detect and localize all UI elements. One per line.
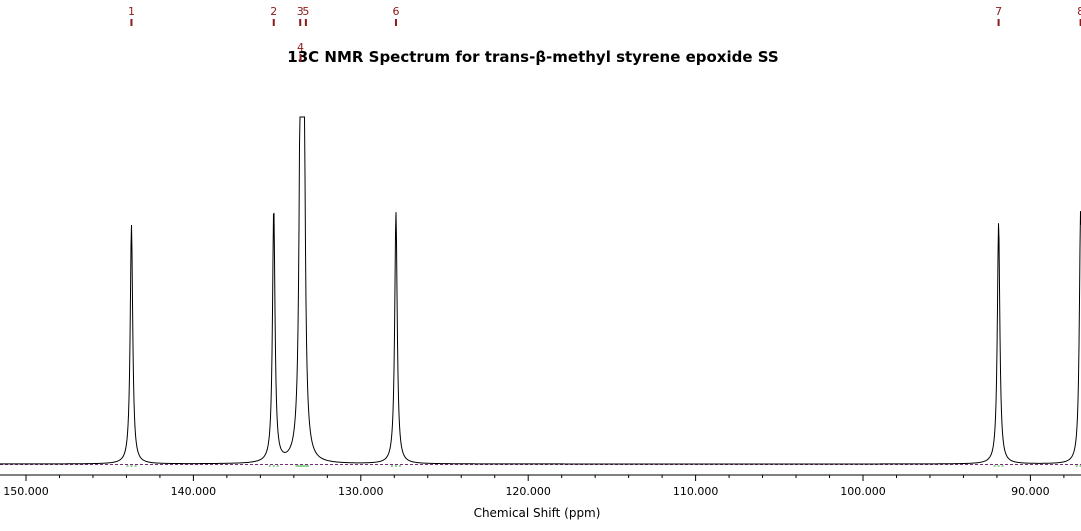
peak-label: 3 (297, 5, 304, 18)
x-tick-label: 100.000 (840, 485, 886, 498)
peak-label: 5 (302, 5, 309, 18)
spectrum-line (0, 116, 1081, 465)
peak-label: 2 (270, 5, 277, 18)
peak-label: 7 (995, 5, 1002, 18)
peak-label: 6 (392, 5, 399, 18)
x-tick-label: 110.000 (673, 485, 719, 498)
x-axis-title: Chemical Shift (ppm) (474, 506, 601, 520)
x-tick-label: 150.000 (3, 485, 49, 498)
x-tick-label: 130.000 (338, 485, 384, 498)
peak-label: 8 (1077, 5, 1081, 18)
x-axis: 150.000 140.000 130.000 120.000 110.000 100.0… (0, 474, 1081, 498)
peak-label: 1 (128, 5, 135, 18)
x-tick-label: 140.000 (171, 485, 217, 498)
x-tick-label: 120.000 (505, 485, 551, 498)
chart-title: 13C NMR Spectrum for trans-β-methyl styr… (287, 48, 778, 66)
peak-label: 4 (297, 41, 304, 54)
x-tick-label: 90.000 (1011, 485, 1050, 498)
spectrum (0, 116, 1081, 467)
